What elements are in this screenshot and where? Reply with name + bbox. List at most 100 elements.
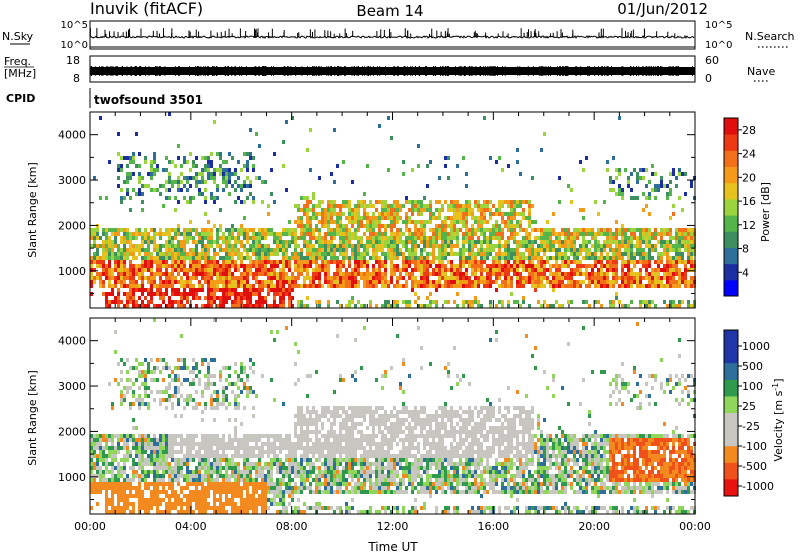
power-cell <box>660 244 663 248</box>
velocity-cell <box>249 478 252 482</box>
power-cell <box>132 280 135 284</box>
power-colorbar-label: Power [dB] <box>759 182 772 242</box>
velocity-cell <box>240 378 243 382</box>
power-cell <box>312 280 315 284</box>
power-cell <box>597 276 600 280</box>
velocity-cell <box>198 494 201 498</box>
power-cell <box>654 284 657 288</box>
power-cell <box>561 284 564 288</box>
power-cell <box>144 232 147 236</box>
power-cell <box>405 268 408 272</box>
power-cell <box>342 284 345 288</box>
velocity-cell <box>234 402 237 406</box>
power-cell <box>471 284 474 288</box>
power-cell <box>471 232 474 236</box>
power-cell <box>513 208 516 212</box>
power-cell <box>504 252 507 256</box>
velocity-cell <box>141 370 144 374</box>
power-cell <box>450 200 453 204</box>
power-cell <box>342 200 345 204</box>
velocity-cell <box>186 398 189 402</box>
velocity-cell <box>240 474 243 478</box>
velocity-cell <box>123 362 126 366</box>
power-cell <box>420 204 423 208</box>
power-cell <box>471 304 474 308</box>
power-cell <box>420 268 423 272</box>
velocity-cell <box>126 474 129 478</box>
power-cell <box>108 240 111 244</box>
power-cell <box>630 232 633 236</box>
velocity-cell <box>153 454 156 458</box>
power-cell <box>312 260 315 264</box>
power-cell <box>447 268 450 272</box>
velocity-cell <box>219 442 222 446</box>
velocity-cell <box>198 454 201 458</box>
power-cell <box>150 252 153 256</box>
power-cell <box>102 228 105 232</box>
velocity-cell <box>201 486 204 490</box>
power-colorbar-tick: 4 <box>742 266 749 279</box>
power-cell <box>231 232 234 236</box>
power-cell <box>396 300 399 304</box>
velocity-cell <box>234 510 237 514</box>
velocity-cell <box>252 490 255 494</box>
power-cell <box>162 252 165 256</box>
velocity-cell <box>141 362 144 366</box>
velocity-cell <box>237 490 240 494</box>
velocity-cell <box>141 502 144 506</box>
power-cell <box>129 156 132 160</box>
power-cell <box>429 160 432 164</box>
power-cell <box>153 168 156 172</box>
power-cell <box>252 272 255 276</box>
power-cell <box>195 276 198 280</box>
power-cell <box>402 276 405 280</box>
velocity-cell <box>189 394 192 398</box>
power-cell <box>144 276 147 280</box>
power-cell <box>165 196 168 200</box>
power-cell <box>417 228 420 232</box>
power-cell <box>324 240 327 244</box>
power-cell <box>612 260 615 264</box>
velocity-cell <box>90 478 93 482</box>
power-cell <box>288 304 291 308</box>
velocity-cell <box>156 482 159 486</box>
power-cell <box>168 252 171 256</box>
power-cell <box>396 280 399 284</box>
velocity-cell <box>96 466 99 470</box>
velocity-cell <box>246 374 249 378</box>
power-cell <box>345 240 348 244</box>
power-cell <box>195 156 198 160</box>
power-cell <box>558 232 561 236</box>
velocity-cell <box>162 438 165 442</box>
power-cell <box>438 232 441 236</box>
power-cell <box>651 244 654 248</box>
power-cell <box>687 268 690 272</box>
power-cell <box>135 236 138 240</box>
power-cell <box>144 288 147 292</box>
velocity-cell <box>213 450 216 454</box>
power-cell <box>237 304 240 308</box>
velocity-cell <box>273 490 276 494</box>
power-cell <box>354 252 357 256</box>
power-cell <box>348 200 351 204</box>
velocity-cell <box>237 466 240 470</box>
power-cell <box>213 196 216 200</box>
power-cell <box>591 236 594 240</box>
velocity-cell <box>192 434 195 438</box>
power-cell <box>477 252 480 256</box>
velocity-cell <box>261 482 264 486</box>
power-cell <box>429 280 432 284</box>
velocity-cell <box>174 462 177 466</box>
power-cell <box>477 208 480 212</box>
power-cell <box>588 284 591 288</box>
power-cell <box>300 304 303 308</box>
power-cell <box>654 260 657 264</box>
power-cell <box>339 268 342 272</box>
velocity-cell <box>252 502 255 506</box>
power-cell <box>474 260 477 264</box>
power-cell <box>357 208 360 212</box>
power-cell <box>147 280 150 284</box>
power-cell <box>606 256 609 260</box>
power-cell <box>609 300 612 304</box>
power-cell <box>456 272 459 276</box>
